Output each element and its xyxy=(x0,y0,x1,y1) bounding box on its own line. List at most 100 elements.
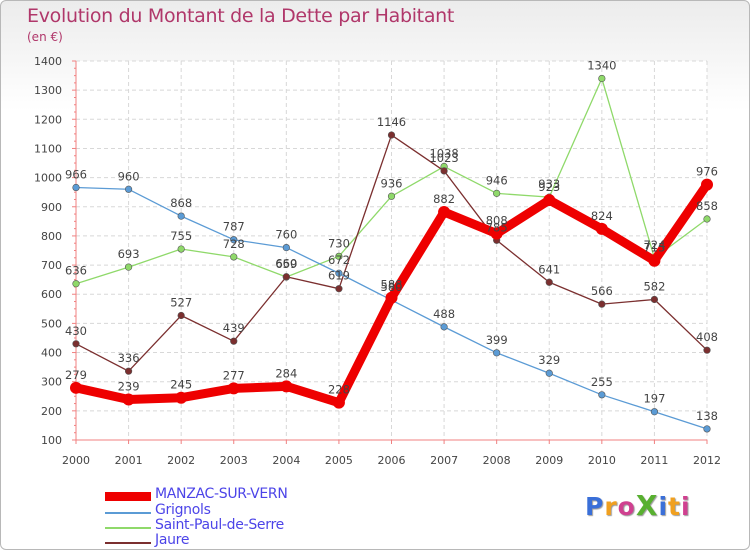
x-tick-label: 2006 xyxy=(378,454,406,467)
x-tick-label: 2000 xyxy=(62,454,90,467)
data-label: 408 xyxy=(696,330,718,344)
data-point xyxy=(543,194,556,207)
data-point xyxy=(598,74,606,83)
data-point xyxy=(124,367,133,375)
data-point xyxy=(598,391,606,399)
legend-label: Jaure xyxy=(155,532,190,548)
x-tick-label: 2008 xyxy=(483,454,511,467)
y-tick-label: 100 xyxy=(41,434,62,447)
y-tick-label: 800 xyxy=(41,230,62,243)
data-point xyxy=(230,253,238,261)
data-point xyxy=(440,323,448,331)
data-point xyxy=(72,183,80,192)
data-label: 808 xyxy=(486,214,508,228)
data-label: 336 xyxy=(118,351,140,365)
data-label: 730 xyxy=(328,236,350,250)
y-tick-label: 500 xyxy=(41,317,62,330)
data-point xyxy=(70,381,82,394)
data-label: 228 xyxy=(328,383,350,397)
data-label: 588 xyxy=(381,278,403,292)
data-label: 1340 xyxy=(587,58,616,72)
data-label: 760 xyxy=(275,228,297,242)
legend-label: MANZAC-SUR-VERN xyxy=(155,486,288,502)
data-label: 619 xyxy=(328,269,350,283)
data-point xyxy=(72,340,80,348)
data-point xyxy=(385,291,398,304)
y-tick-label: 1000 xyxy=(34,172,62,185)
data-point xyxy=(124,263,133,271)
x-tick-label: 2012 xyxy=(693,454,721,467)
data-label: 787 xyxy=(223,220,245,234)
data-label: 693 xyxy=(118,247,140,261)
x-tick-label: 2009 xyxy=(535,454,563,467)
data-label: 882 xyxy=(433,192,455,206)
data-label: 728 xyxy=(223,237,245,251)
data-point xyxy=(440,167,448,175)
data-label: 239 xyxy=(118,379,140,393)
data-label: 672 xyxy=(328,253,350,267)
data-point xyxy=(598,300,606,308)
x-tick-label: 2011 xyxy=(640,454,668,467)
data-point xyxy=(703,425,711,433)
data-label: 277 xyxy=(223,368,245,382)
data-point xyxy=(545,369,553,377)
y-tick-label: 200 xyxy=(41,405,62,418)
data-label: 279 xyxy=(65,368,87,382)
data-point xyxy=(335,269,343,277)
data-point xyxy=(493,349,501,357)
data-label: 582 xyxy=(643,279,665,293)
data-label: 715 xyxy=(643,241,665,255)
data-point xyxy=(332,396,345,409)
data-point xyxy=(595,222,608,235)
y-tick-label: 700 xyxy=(41,259,62,272)
data-point xyxy=(545,278,553,286)
data-label: 488 xyxy=(433,307,455,321)
data-label: 966 xyxy=(65,168,87,182)
data-label: 636 xyxy=(65,264,87,278)
data-point xyxy=(493,189,501,197)
data-label: 858 xyxy=(696,199,718,213)
chart-subtitle: (en €) xyxy=(27,30,63,44)
data-label: 1038 xyxy=(429,147,458,161)
data-label: 284 xyxy=(275,366,297,380)
y-tick-label: 1100 xyxy=(34,142,62,155)
data-label: 868 xyxy=(170,196,192,210)
data-point xyxy=(701,178,713,191)
y-tick-label: 900 xyxy=(41,201,62,214)
data-point xyxy=(282,273,290,281)
data-point xyxy=(490,227,503,240)
data-point xyxy=(227,382,240,395)
x-tick-label: 2010 xyxy=(588,454,616,467)
data-point xyxy=(177,311,185,320)
data-label: 197 xyxy=(643,392,665,406)
data-label: 923 xyxy=(538,180,560,194)
data-label: 580 xyxy=(381,280,403,294)
data-point xyxy=(230,337,238,345)
data-label: 960 xyxy=(118,169,140,183)
data-point xyxy=(72,280,80,288)
data-label: 933 xyxy=(538,177,560,191)
data-label: 946 xyxy=(486,173,508,187)
data-point xyxy=(280,380,293,393)
data-label: 329 xyxy=(538,353,560,367)
data-point xyxy=(175,391,188,404)
data-label: 724 xyxy=(643,238,665,252)
data-point xyxy=(335,285,343,293)
x-tick-label: 2003 xyxy=(220,454,248,467)
data-point xyxy=(122,393,135,406)
x-tick-label: 2002 xyxy=(167,454,195,467)
data-label: 439 xyxy=(223,321,245,335)
data-point xyxy=(230,236,238,244)
data-labels: 279 239 245 277 284 228 588 882 808 923 824 715 976 9… xyxy=(65,58,718,422)
data-point xyxy=(387,192,396,200)
data-label: 976 xyxy=(696,165,718,179)
proxiti-logo: ProXiti xyxy=(585,489,691,522)
data-label: 255 xyxy=(591,375,613,389)
data-point xyxy=(335,252,343,260)
data-point xyxy=(387,131,396,139)
data-label: 1146 xyxy=(377,115,406,129)
legend-swatch xyxy=(105,492,151,501)
data-label: 936 xyxy=(381,176,403,190)
data-label: 399 xyxy=(486,333,508,347)
